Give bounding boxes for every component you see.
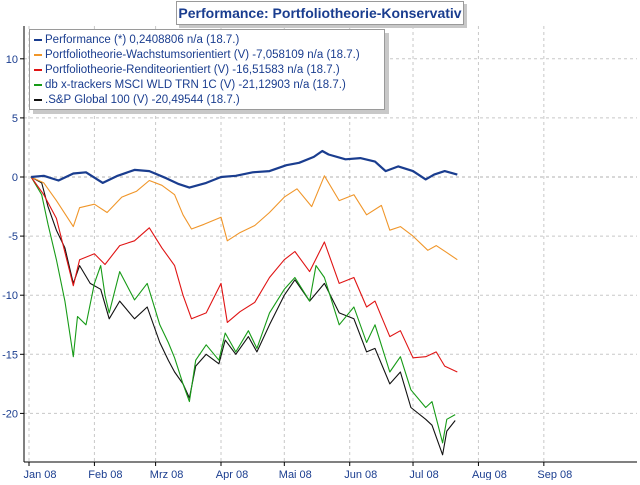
legend-item: Performance (*) 0,2408806 n/a (18.7.) bbox=[34, 33, 239, 48]
axes: 10 5 0 -5 -10 -15 -20 Jan 08 Feb 08 Mrz 08 Apr 08 M… bbox=[2, 26, 637, 481]
legend-item: .S&P Global 100 (V) -20,49544 (18.7.) bbox=[34, 93, 240, 108]
x-tick-label: Jan 08 bbox=[23, 469, 56, 480]
x-tick-label: Aug 08 bbox=[472, 469, 507, 480]
y-tick-label: 10 bbox=[6, 54, 18, 66]
y-tick-label: 5 bbox=[12, 113, 18, 125]
legend-swatch bbox=[34, 98, 42, 101]
legend-swatch bbox=[34, 53, 42, 56]
legend-label: Performance (*) 0,2408806 n/a (18.7.) bbox=[45, 34, 240, 46]
legend-item: db x-trackers MSCI WLD TRN 1C (V) -21,12… bbox=[34, 78, 346, 93]
x-tick-label: Mrz 08 bbox=[150, 469, 184, 480]
series-line-2 bbox=[30, 176, 458, 373]
legend-label: .S&P Global 100 (V) -20,49544 (18.7.) bbox=[45, 94, 240, 106]
x-tick-label: Mai 08 bbox=[279, 469, 312, 480]
legend-swatch bbox=[34, 68, 42, 71]
x-tick-label: Apr 08 bbox=[216, 469, 248, 480]
series-lines bbox=[30, 149, 458, 456]
legend-label: Portfoliotheorie-Wachstumsorientiert (V)… bbox=[45, 49, 360, 61]
series-line-3 bbox=[30, 176, 456, 444]
y-tick-label: 0 bbox=[12, 172, 18, 184]
legend-item: Portfoliotheorie-Wachstumsorientiert (V)… bbox=[34, 48, 360, 63]
legend-item: Portfoliotheorie-Renditeorientiert (V) -… bbox=[34, 63, 340, 78]
x-tick-label: Jul 08 bbox=[409, 469, 438, 480]
y-tick-label: -15 bbox=[2, 349, 18, 361]
x-tick-label: Jun 08 bbox=[344, 469, 377, 480]
y-tick-label: -20 bbox=[2, 408, 18, 420]
series-line-4 bbox=[30, 176, 456, 456]
series-line-0 bbox=[30, 149, 458, 189]
y-tick-label: -10 bbox=[2, 290, 18, 302]
chart-title: Performance: Portfoliotheorie-Konservati… bbox=[176, 1, 464, 25]
legend-label: Portfoliotheorie-Renditeorientiert (V) -… bbox=[45, 64, 340, 76]
y-tick-label: -5 bbox=[8, 231, 18, 243]
x-tick-label: Feb 08 bbox=[88, 469, 122, 480]
legend-swatch bbox=[34, 38, 42, 41]
legend-swatch bbox=[34, 83, 42, 86]
legend-label: db x-trackers MSCI WLD TRN 1C (V) -21,12… bbox=[45, 79, 346, 91]
legend: Performance (*) 0,2408806 n/a (18.7.) Po… bbox=[29, 29, 385, 110]
series-line-1 bbox=[30, 175, 458, 261]
x-tick-label: Sep 08 bbox=[537, 469, 572, 480]
